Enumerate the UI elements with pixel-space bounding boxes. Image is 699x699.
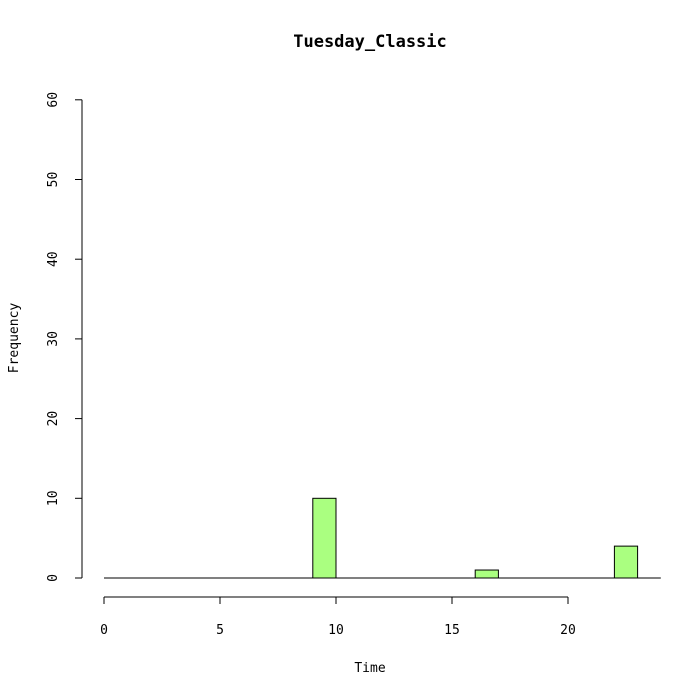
y-tick-label-50: 50	[46, 172, 61, 188]
y-axis: 0 10 20 30 40 50 60	[46, 92, 83, 582]
y-tick-label-40: 40	[46, 251, 61, 267]
x-tick-label-0: 0	[100, 623, 108, 638]
bar-bin-22-23	[613, 545, 639, 579]
bars-group	[104, 497, 661, 579]
y-tick-label-0: 0	[46, 574, 61, 582]
y-tick-label-60: 60	[46, 92, 61, 108]
x-tick-label-15: 15	[444, 623, 460, 638]
x-axis-label: Time	[354, 661, 385, 676]
x-tick-label-10: 10	[328, 623, 344, 638]
y-tick-label-10: 10	[46, 490, 61, 506]
bar-bin-9-10	[312, 497, 337, 579]
x-tick-label-20: 20	[560, 623, 576, 638]
y-tick-label-20: 20	[46, 411, 61, 427]
y-axis-label: Frequency	[7, 303, 22, 374]
y-tick-label-30: 30	[46, 331, 61, 347]
chart-title: Tuesday_Classic	[293, 32, 447, 52]
bar-bin-16-17	[474, 569, 499, 579]
x-axis: 0 5 10 15 20	[100, 596, 576, 638]
x-tick-label-5: 5	[216, 623, 224, 638]
